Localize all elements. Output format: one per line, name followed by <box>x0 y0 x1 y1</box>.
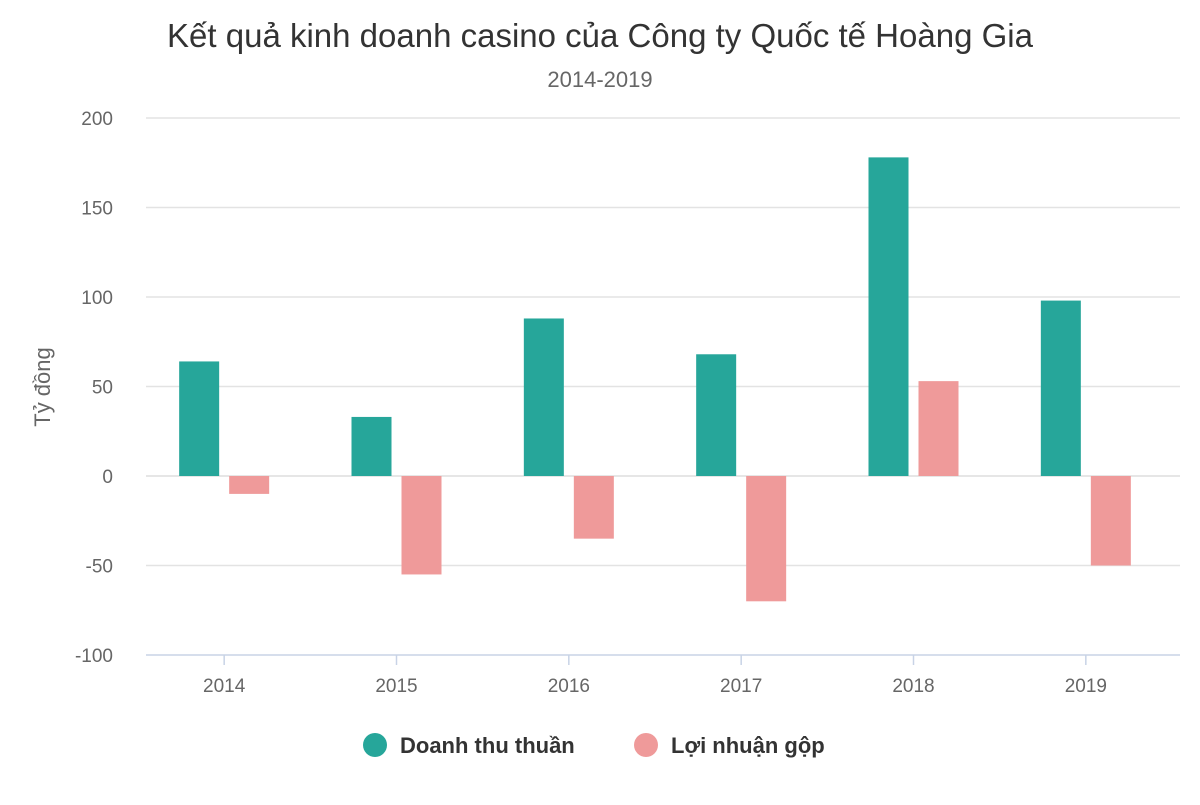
bar-doanh-thu-2018[interactable] <box>868 157 909 476</box>
y-tick-label: 0 <box>102 467 113 488</box>
y-tick-label: 50 <box>92 378 113 399</box>
y-axis-label: Tỷ đồng <box>30 347 55 427</box>
y-tick-label: -50 <box>86 557 113 578</box>
y-tick-label: -100 <box>75 646 113 667</box>
x-tick-label: 2017 <box>720 676 762 697</box>
bar-doanh-thu-2015[interactable] <box>351 416 392 476</box>
y-tick-label: 200 <box>81 109 113 130</box>
bar-loi-nhuan-2017[interactable] <box>746 476 787 602</box>
y-tick-label: 100 <box>81 288 113 309</box>
x-tick-label: 2014 <box>203 676 246 697</box>
bar-doanh-thu-2016[interactable] <box>523 318 564 476</box>
x-tick-label: 2016 <box>548 676 590 697</box>
x-tick-label: 2019 <box>1065 676 1107 697</box>
legend-marker <box>363 733 387 757</box>
x-tick-label: 2018 <box>892 676 934 697</box>
y-tick-label: 150 <box>81 199 113 220</box>
bar-loi-nhuan-2016[interactable] <box>573 476 614 539</box>
legend[interactable]: Doanh thu thuần Lợi nhuận gộp <box>363 733 825 758</box>
legend-item-loi-nhuan[interactable]: Lợi nhuận gộp <box>634 733 825 758</box>
x-tick-label: 2015 <box>375 676 417 697</box>
bar-loi-nhuan-2018[interactable] <box>918 381 959 476</box>
chart-title: Kết quả kinh doanh casino của Công ty Qu… <box>167 17 1034 54</box>
axes: -100 -50 0 50 100 150 200 2014 2015 2016 2017 2018 2… <box>75 109 1180 697</box>
bar-loi-nhuan-2019[interactable] <box>1090 476 1131 566</box>
bar-doanh-thu-2019[interactable] <box>1040 300 1081 476</box>
legend-marker <box>634 733 658 757</box>
gridlines <box>146 117 1180 567</box>
legend-label: Lợi nhuận gộp <box>671 733 825 758</box>
chart-subtitle: 2014-2019 <box>547 67 652 92</box>
bar-loi-nhuan-2015[interactable] <box>401 476 442 575</box>
bars <box>179 157 1131 602</box>
bar-loi-nhuan-2014[interactable] <box>229 476 270 494</box>
bar-doanh-thu-2017[interactable] <box>696 354 737 476</box>
legend-label: Doanh thu thuần <box>400 733 575 758</box>
bar-doanh-thu-2014[interactable] <box>179 361 220 476</box>
legend-item-doanh-thu[interactable]: Doanh thu thuần <box>363 733 575 758</box>
